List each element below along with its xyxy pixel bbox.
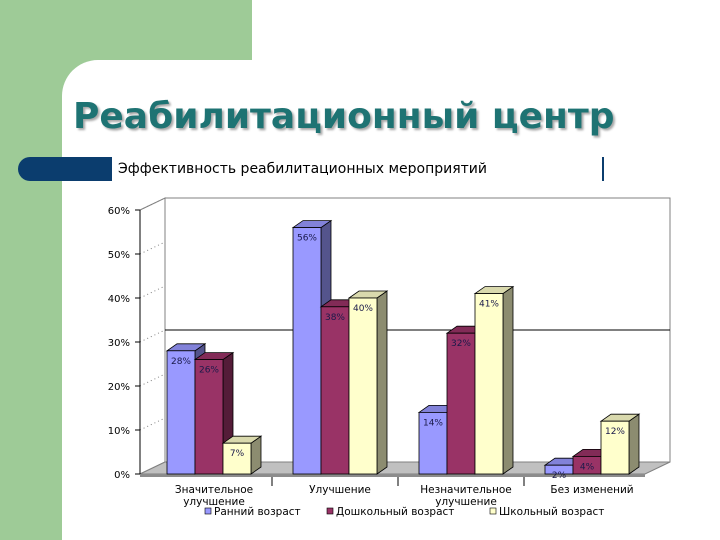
y-gridline-side [139,197,166,211]
y-gridline-side [139,241,166,255]
bar [446,332,476,475]
y-tick-label: 50% [108,250,130,261]
bar [222,442,252,475]
y-gridline-side [139,373,166,387]
y-tick-label: 40% [108,294,130,305]
bar-value-label: 26% [199,366,219,376]
bar-side [376,290,388,475]
bar-value-label: 38% [325,313,345,323]
y-tick-label: 20% [108,382,130,393]
legend-label: Ранний возраст [214,506,301,518]
bar [348,297,378,475]
bar-value-label: 28% [171,357,191,367]
x-tick-label: Значительное [175,484,253,496]
bar [418,411,448,475]
legend-label: Дошкольный возраст [336,506,454,518]
x-tick-label: Без изменений [550,484,633,496]
bar-value-label: 2% [552,471,567,481]
bar [166,350,196,475]
bar [600,420,630,475]
y-tick-label: 10% [108,426,130,437]
y-gridline-side [139,329,166,343]
legend-swatch [489,507,497,515]
legend-swatch [326,507,334,515]
x-tick-label: улучшение [435,496,497,508]
y-tick-label: 60% [108,206,130,217]
x-tick-label: Незначительное [420,484,512,496]
bar [194,359,224,475]
y-gridline-side [139,285,166,299]
bar-side [502,285,514,475]
bar-side [628,413,640,475]
x-tick-label: улучшение [183,496,245,508]
bar-value-label: 7% [230,449,245,459]
bar-value-label: 56% [297,234,317,244]
chart-subtitle: Эффективность реабилитационных мероприят… [112,156,602,182]
bar [320,306,350,475]
bar-value-label: 40% [353,304,373,314]
chart-side-wall [139,197,166,475]
bar [292,227,322,475]
bar-value-label: 14% [423,418,443,428]
legend-label: Школьный возраст [499,506,604,518]
y-tick-label: 0% [114,470,130,481]
x-tick-label: Улучшение [309,484,371,496]
y-gridline-side [139,417,166,431]
legend-swatch [204,507,212,515]
bar-value-label: 32% [451,339,471,349]
bar-value-label: 4% [580,462,595,472]
bar-chart: 0% 10% 20% 30% 40% 50% 60% 28% 26% 7% Значительное… [108,197,671,518]
chart-floor-edge [140,474,645,477]
page-title: Реабилитационный центр [73,96,615,137]
bar-value-label: 41% [479,300,499,310]
bar-value-label: 12% [605,427,625,437]
y-tick-label: 30% [108,338,130,349]
bar [474,293,504,475]
